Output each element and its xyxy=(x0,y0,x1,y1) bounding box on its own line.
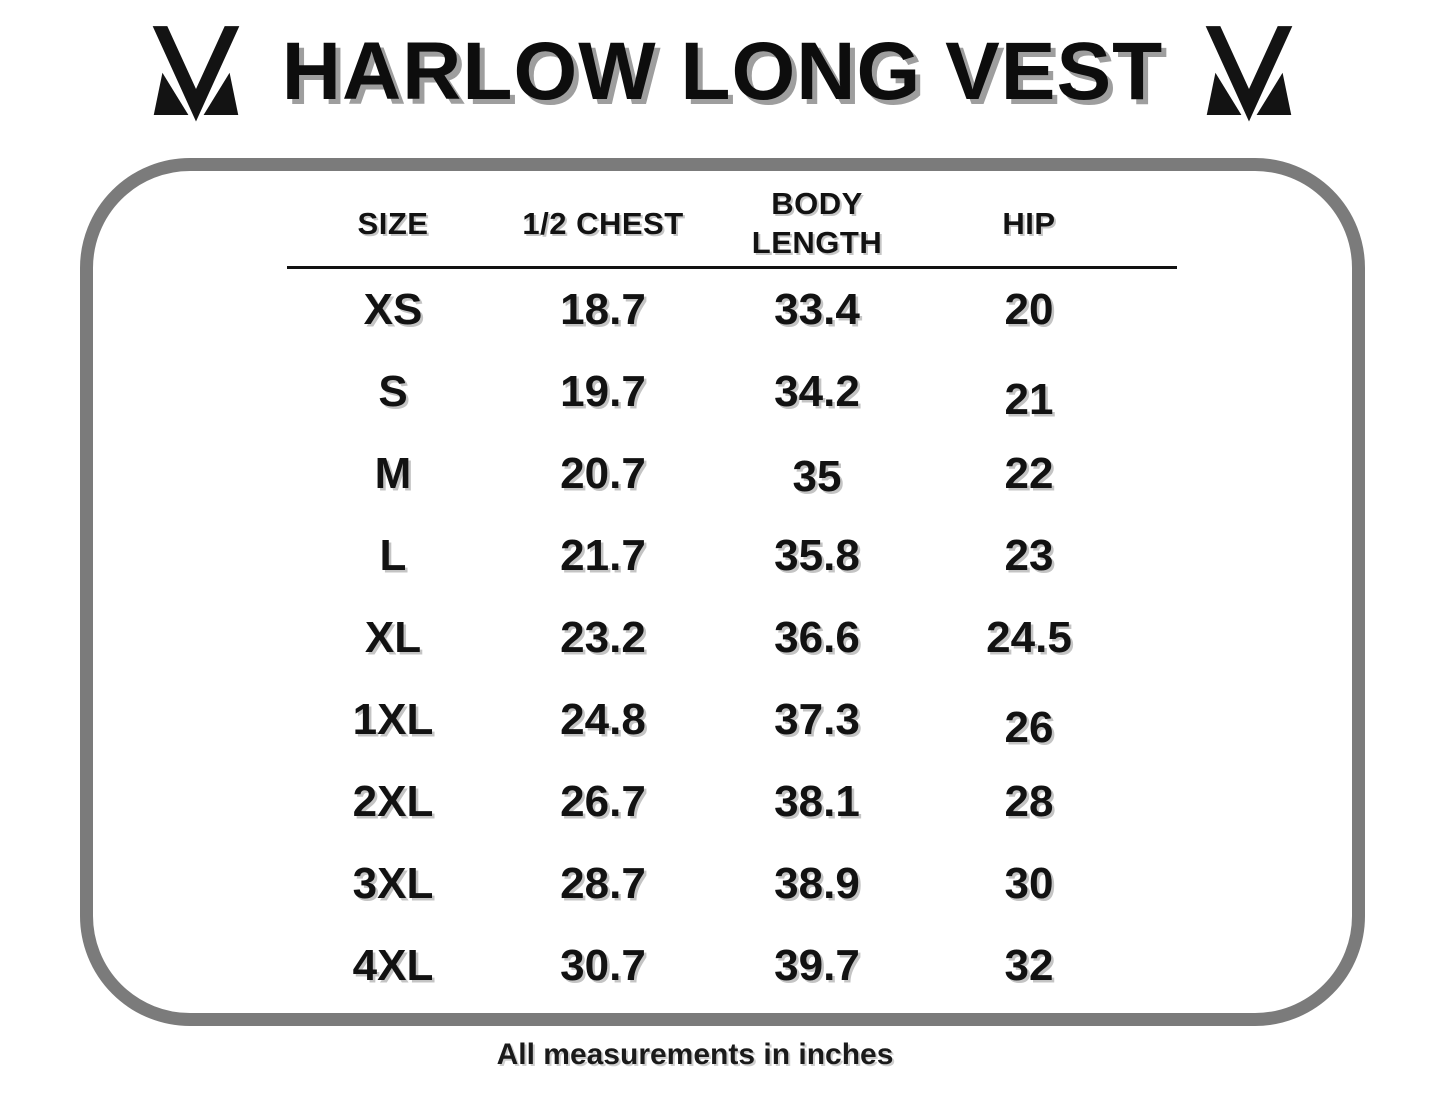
cell-size: 4XL xyxy=(352,941,434,990)
cell-hip: 21 xyxy=(1004,375,1054,424)
cell-body-length: 35.8 xyxy=(774,531,860,580)
table-row: 3XL 28.7 38.9 30 xyxy=(287,843,1177,925)
cell-half-chest: 20.7 xyxy=(560,449,646,498)
cell-body-length: 38.1 xyxy=(774,777,860,826)
cell-half-chest: 19.7 xyxy=(560,367,646,416)
page-title: HARLOW LONG VEST xyxy=(281,26,1164,117)
cell-half-chest: 26.7 xyxy=(560,777,646,826)
cell-body-length: 33.4 xyxy=(774,285,860,334)
column-header-body-length: BODY LENGTH xyxy=(707,185,927,263)
cell-half-chest: 28.7 xyxy=(560,859,646,908)
cell-hip: 22 xyxy=(1004,449,1054,498)
cell-hip: 23 xyxy=(1004,531,1054,580)
cell-size: M xyxy=(374,449,412,498)
cell-size: S xyxy=(378,367,408,416)
table-row: XL 23.2 36.6 24.5 xyxy=(287,597,1177,679)
size-table-header-row: SIZE 1/2 CHEST BODY LENGTH HIP xyxy=(287,182,1177,266)
cell-half-chest: 23.2 xyxy=(560,613,646,662)
column-header-size: SIZE xyxy=(357,205,429,241)
column-header-hip: HIP xyxy=(1002,205,1056,241)
column-header-half-chest: 1/2 CHEST xyxy=(522,205,684,241)
size-table: SIZE 1/2 CHEST BODY LENGTH HIP XS 18.7 3… xyxy=(287,182,1177,1007)
cell-hip: 30 xyxy=(1004,859,1054,908)
cell-half-chest: 18.7 xyxy=(560,285,646,334)
table-row: M 20.7 35 22 xyxy=(287,433,1177,515)
cell-hip: 26 xyxy=(1004,703,1054,752)
cell-hip: 20 xyxy=(1004,285,1054,334)
cell-size: 3XL xyxy=(352,859,434,908)
size-chart-panel xyxy=(80,158,1365,1026)
brand-header: HARLOW LONG VEST xyxy=(0,24,1445,128)
cell-size: XL xyxy=(364,613,422,662)
cell-body-length: 36.6 xyxy=(774,613,860,662)
table-row: 2XL 26.7 38.1 28 xyxy=(287,761,1177,843)
table-row: L 21.7 35.8 23 xyxy=(287,515,1177,597)
cell-half-chest: 21.7 xyxy=(560,531,646,580)
table-row: XS 18.7 33.4 20 xyxy=(287,269,1177,351)
cell-size: L xyxy=(379,531,407,580)
cell-body-length: 37.3 xyxy=(774,695,860,744)
cell-body-length: 38.9 xyxy=(774,859,860,908)
cell-half-chest: 30.7 xyxy=(560,941,646,990)
table-row: 4XL 30.7 39.7 32 xyxy=(287,925,1177,1007)
size-table-body: XS 18.7 33.4 20 S 19.7 34.2 21 M 20.7 35… xyxy=(287,269,1177,1007)
cell-hip: 28 xyxy=(1004,777,1054,826)
column-header-body-length-label: BODY LENGTH xyxy=(751,186,883,260)
measurement-note: All measurements in inches xyxy=(496,1038,894,1071)
cell-half-chest: 24.8 xyxy=(560,695,646,744)
m-monogram-icon-left xyxy=(140,24,252,128)
cell-size: XS xyxy=(363,285,423,334)
table-row: 1XL 24.8 37.3 26 xyxy=(287,679,1177,761)
cell-size: 2XL xyxy=(352,777,434,826)
table-row: S 19.7 34.2 21 xyxy=(287,351,1177,433)
cell-hip: 24.5 xyxy=(986,613,1072,662)
header-divider xyxy=(287,266,1177,269)
cell-body-length: 39.7 xyxy=(774,941,860,990)
cell-size: 1XL xyxy=(352,695,434,744)
cell-body-length: 34.2 xyxy=(774,367,860,416)
cell-body-length: 35 xyxy=(792,452,842,501)
cell-hip: 32 xyxy=(1004,941,1054,990)
m-monogram-icon-right xyxy=(1193,24,1305,128)
